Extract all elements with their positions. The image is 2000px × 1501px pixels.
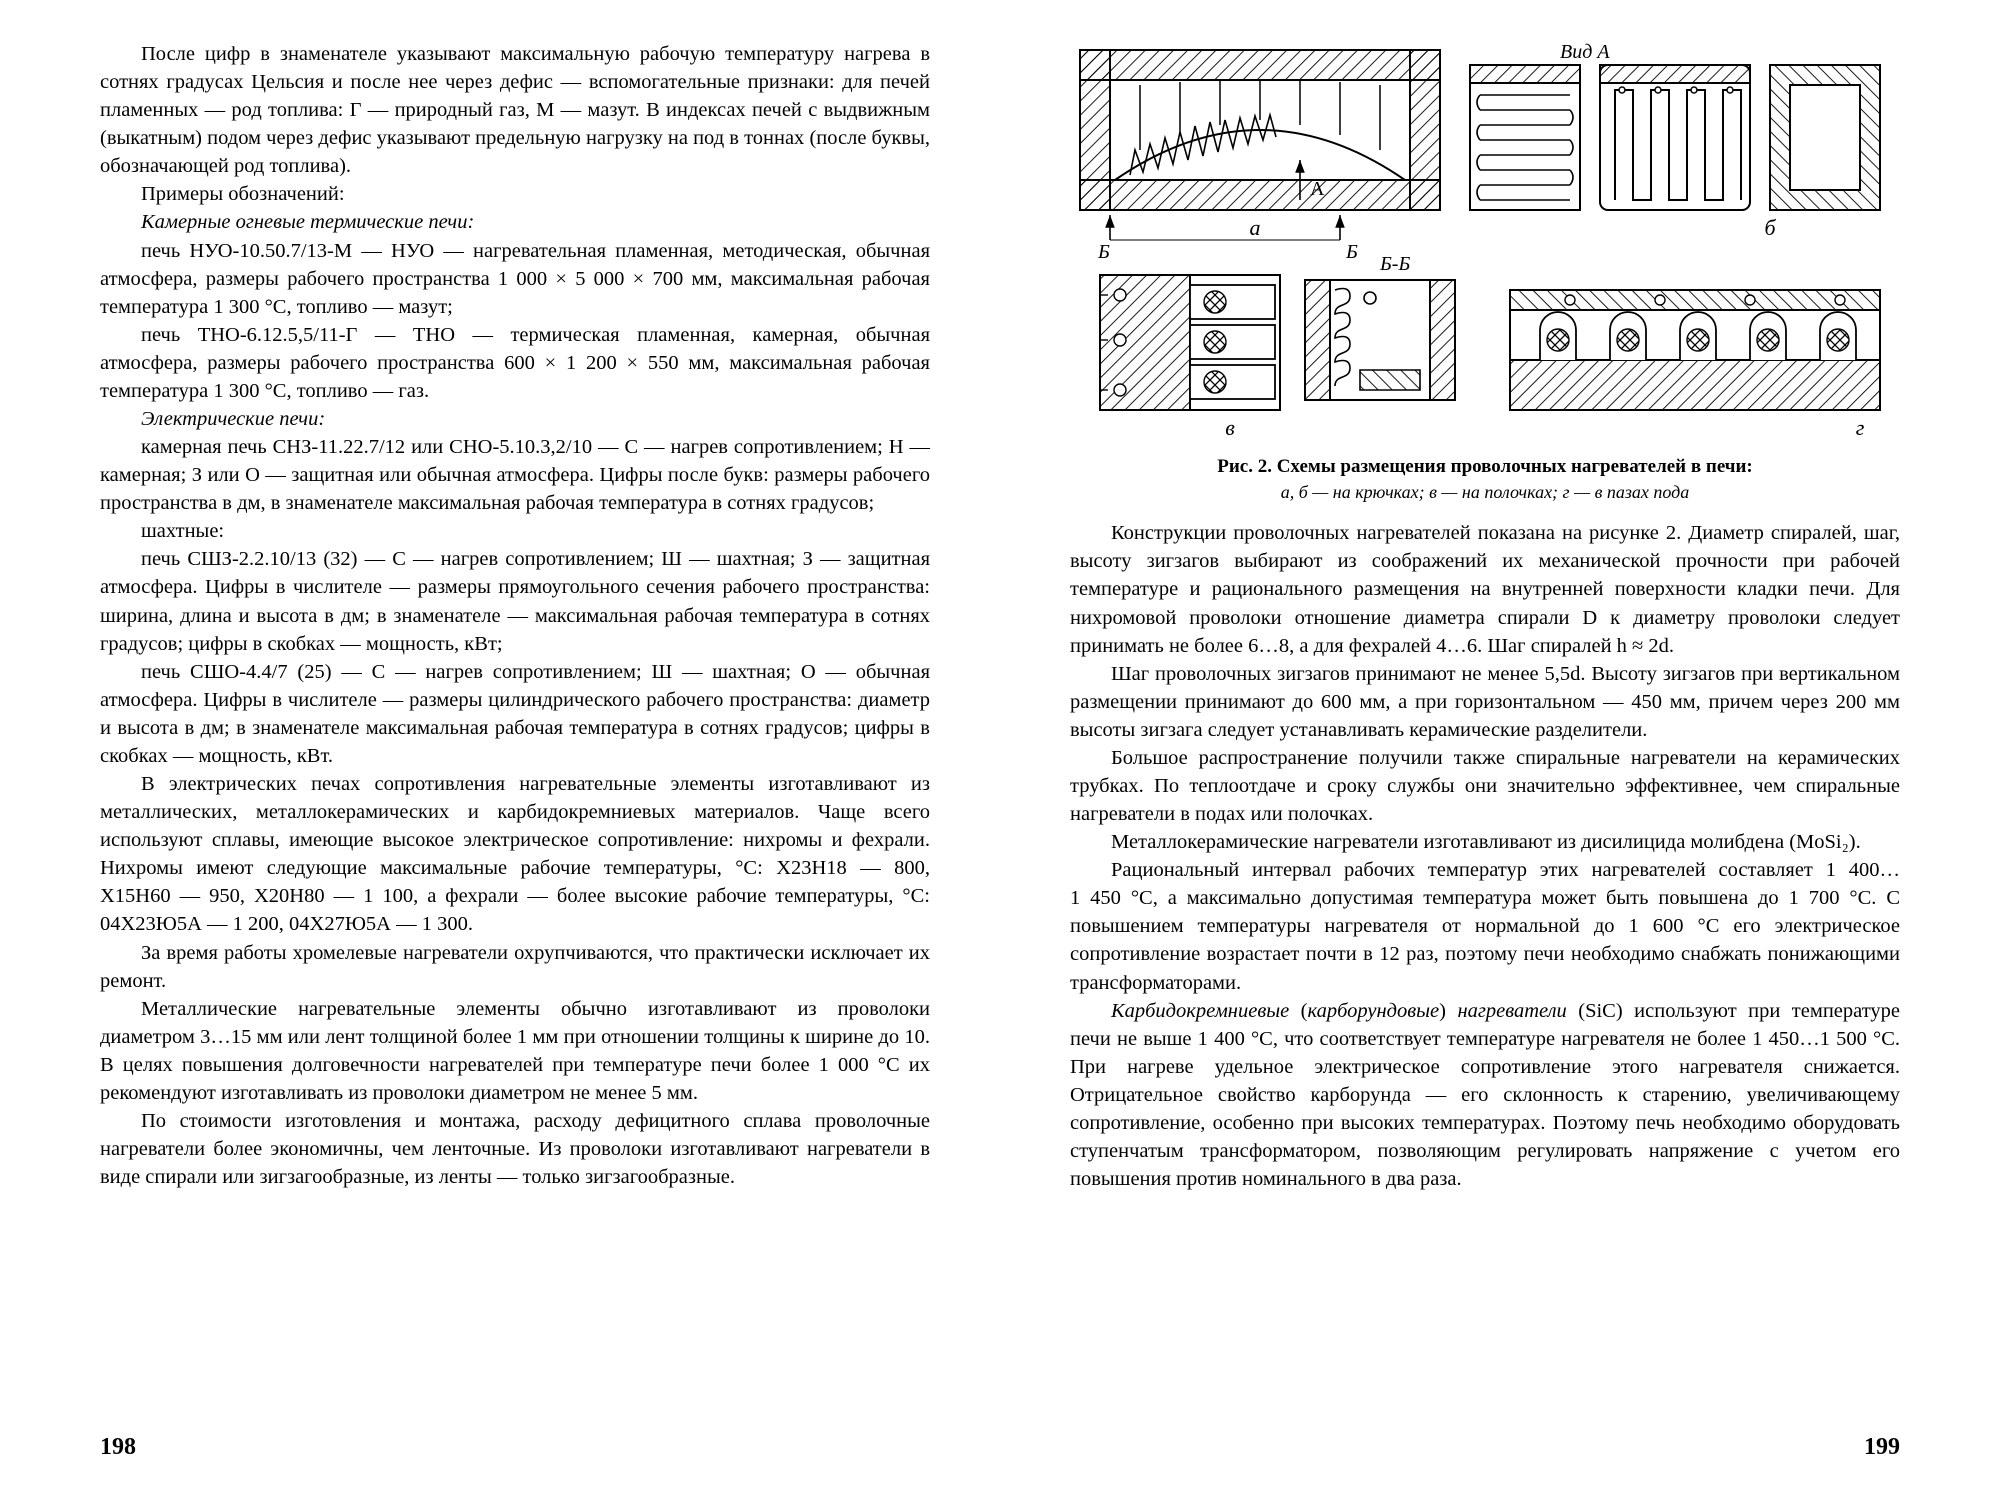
label-a: а	[1250, 215, 1261, 240]
panel-vidA-left	[1470, 65, 1580, 210]
figure-2: А Б Б а Вид А	[1070, 40, 1900, 440]
paragraph: Металлокерамические нагреватели изготавл…	[1070, 828, 1900, 856]
figure-caption: Рис. 2. Схемы размещения проволочных наг…	[1070, 454, 1900, 505]
paragraph: печь СШЗ-2.2.10/13 (32) — С — нагрев соп…	[100, 545, 930, 657]
left-body-text: После цифр в знаменателе указывают макси…	[100, 40, 930, 1418]
paragraph: Электрические печи:	[100, 405, 930, 433]
paragraph: Металлические нагревательные элементы об…	[100, 995, 930, 1107]
paragraph: В электрических печах сопротивления нагр…	[100, 770, 930, 938]
figure-caption-main: Рис. 2. Схемы размещения проволочных наг…	[1217, 456, 1753, 477]
paragraph: камерная печь СНЗ-11.22.7/12 или СНО-5.1…	[100, 433, 930, 517]
panel-g: г	[1510, 290, 1880, 440]
paragraph: По стоимости изготовления и монтажа, рас…	[100, 1107, 930, 1191]
label-B-right: Б	[1345, 241, 1358, 263]
paragraph: Камерные огневые термические печи:	[100, 208, 930, 236]
paragraph: шахтные:	[100, 517, 930, 545]
page-right: А Б Б а Вид А	[1000, 0, 2000, 1501]
book-spread: После цифр в знаменателе указывают макси…	[0, 0, 2000, 1501]
figure-caption-sub: а, б — на крючках; в — на полочках; г — …	[1281, 482, 1690, 502]
right-body-text: Конструкции проволочных нагревателей пок…	[1070, 519, 1900, 1418]
label-BB: Б-Б	[1379, 253, 1410, 275]
paragraph: После цифр в знаменателе указывают макси…	[100, 40, 930, 180]
paragraph: Рациональный интервал рабочих температур…	[1070, 856, 1900, 996]
label-A: А	[1310, 178, 1325, 200]
label-B-left: Б	[1097, 241, 1110, 263]
paragraph: печь ТНО-6.12.5,5/11-Г — ТНО — термическ…	[100, 321, 930, 405]
panel-b: б	[1600, 65, 1776, 240]
label-v: в	[1225, 415, 1235, 440]
label-vidA: Вид А	[1560, 41, 1610, 63]
paragraph: Примеры обозначений:	[100, 180, 930, 208]
paragraph: За время работы хромелевые нагреватели о…	[100, 939, 930, 995]
page-number-left: 198	[100, 1434, 930, 1461]
panel-v: Б-Б	[1100, 253, 1455, 440]
paragraph: Карбидокремниевые (карборундовые) нагрев…	[1070, 997, 1900, 1194]
paragraph: Конструкции проволочных нагревателей пок…	[1070, 519, 1900, 659]
paragraph: Шаг проволочных зигзагов принимают не ме…	[1070, 660, 1900, 744]
panel-a: А Б Б а	[1080, 50, 1440, 263]
paragraph: печь НУО-10.50.7/13-М — НУО — нагревател…	[100, 237, 930, 321]
panel-right-strip	[1770, 65, 1880, 210]
paragraph: печь СШО-4.4/7 (25) — С — нагрев сопроти…	[100, 658, 930, 770]
page-left: После цифр в знаменателе указывают макси…	[0, 0, 1000, 1501]
label-b: б	[1764, 215, 1776, 240]
paragraph: Большое распространение получили также с…	[1070, 744, 1900, 828]
page-number-right: 199	[1070, 1434, 1900, 1461]
label-g: г	[1856, 415, 1865, 440]
